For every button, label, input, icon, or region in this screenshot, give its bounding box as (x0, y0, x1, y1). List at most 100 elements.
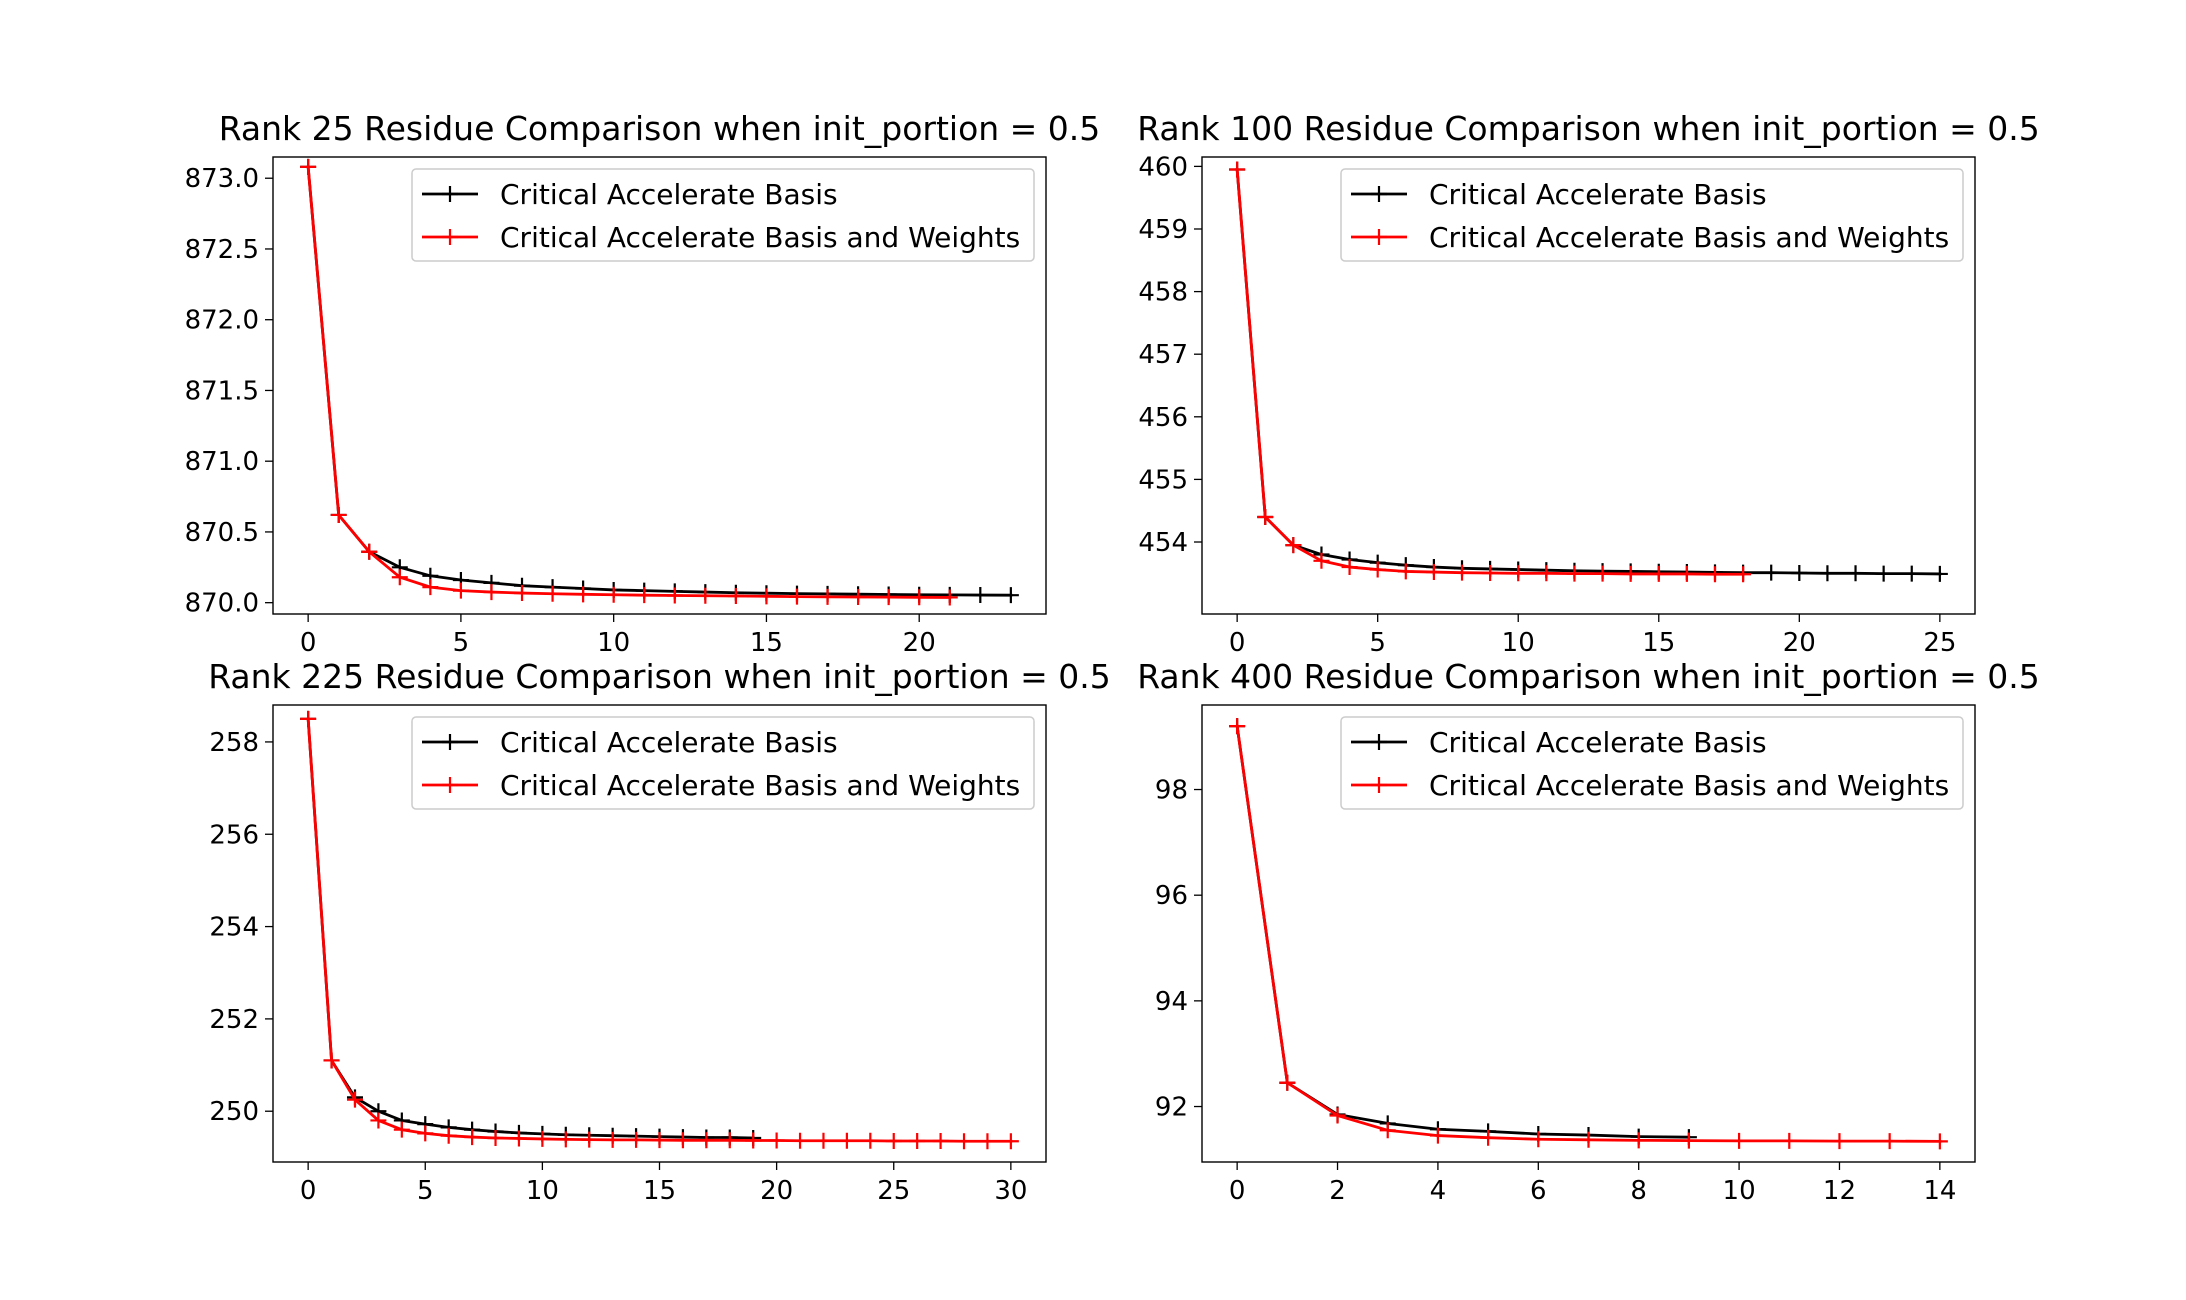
x-tick-label: 20 (760, 1176, 793, 1206)
series-basis-and-weights (300, 158, 958, 606)
data-point-marker (452, 582, 469, 599)
y-tick-label: 456 (1138, 403, 1188, 433)
data-point-marker (1680, 1132, 1697, 1149)
x-tick-label: 10 (1502, 628, 1535, 658)
series-basis-and-weights (1229, 718, 1948, 1150)
data-point-marker (651, 1132, 668, 1149)
y-tick-label: 871.5 (185, 376, 259, 406)
x-tick-label: 0 (1229, 1176, 1246, 1206)
data-point-marker (1847, 565, 1864, 582)
data-point-marker (636, 587, 653, 604)
x-tick-label: 4 (1430, 1176, 1447, 1206)
data-point-marker (727, 588, 744, 605)
x-tick-label: 15 (643, 1176, 676, 1206)
data-point-marker (483, 584, 500, 601)
data-point-marker (697, 587, 714, 604)
chart-panel-2: Rank 100 Residue Comparison when init_po… (1137, 109, 2040, 658)
legend: Critical Accelerate Basis Critical Accele… (411, 168, 1035, 262)
data-point-marker (1881, 1133, 1898, 1150)
data-point-marker (1630, 1132, 1647, 1149)
data-point-marker (745, 1132, 762, 1149)
y-tick-label: 457 (1138, 340, 1188, 370)
data-point-marker (417, 1125, 434, 1142)
data-point-marker (1480, 1129, 1497, 1146)
data-point-marker (1379, 1122, 1396, 1139)
data-point-marker (792, 1132, 809, 1149)
data-point-marker (330, 506, 347, 523)
data-point-marker (1329, 1107, 1346, 1124)
x-tick-label: 10 (526, 1176, 559, 1206)
data-point-marker (1622, 565, 1639, 582)
y-tick-label: 254 (209, 913, 259, 943)
y-tick-label: 96 (1155, 881, 1188, 911)
data-point-marker (1791, 564, 1808, 581)
chart-panel-4: Rank 400 Residue Comparison when init_po… (1137, 657, 2040, 1206)
data-point-marker (698, 1132, 715, 1149)
legend: Critical Accelerate Basis Critical Accele… (411, 716, 1035, 810)
data-point-marker (1763, 564, 1780, 581)
chart-panel-3: Rank 225 Residue Comparison when init_po… (208, 657, 1111, 1206)
axes-frame (1201, 156, 1976, 615)
data-point-marker (1229, 718, 1246, 735)
data-point-marker (1831, 1133, 1848, 1150)
data-point-marker (1650, 565, 1667, 582)
data-point-marker (1257, 508, 1274, 525)
data-point-marker (1819, 565, 1836, 582)
data-point-marker (1931, 1133, 1948, 1150)
x-tick-label: 30 (994, 1176, 1027, 1206)
data-point-marker (575, 586, 592, 603)
y-tick-label: 870.5 (185, 518, 259, 548)
series-line (306, 165, 952, 599)
legend-marker (1371, 229, 1387, 245)
data-point-marker (885, 1133, 902, 1149)
y-tick-label: 98 (1155, 776, 1188, 806)
data-point-marker (510, 1130, 527, 1147)
data-point-marker (1875, 565, 1892, 582)
data-point-marker (862, 1132, 879, 1149)
data-point-marker (1903, 565, 1920, 582)
y-tick-label: 870.0 (185, 589, 259, 619)
x-tick-label: 15 (750, 628, 783, 658)
x-tick-label: 10 (597, 628, 630, 658)
data-point-marker (1731, 1132, 1748, 1149)
data-point-marker (1279, 1074, 1296, 1091)
axes-frame (1201, 704, 1976, 1163)
data-point-marker (674, 1132, 691, 1149)
legend-box (1340, 168, 1964, 262)
legend-box (1340, 716, 1964, 810)
y-tick-label: 94 (1155, 987, 1188, 1017)
data-point-marker (604, 1131, 621, 1148)
data-point-marker (1580, 1131, 1597, 1148)
legend: Critical Accelerate Basis Critical Accele… (1340, 168, 1964, 262)
y-tick-label: 258 (209, 728, 259, 758)
y-tick-label: 455 (1138, 465, 1188, 495)
chart-title: Rank 225 Residue Comparison when init_po… (208, 657, 1111, 696)
data-point-marker (323, 1052, 340, 1069)
data-point-marker (464, 1129, 481, 1146)
y-tick-label: 873.0 (185, 164, 259, 194)
legend-marker (442, 734, 458, 750)
data-point-marker (487, 1130, 504, 1146)
data-point-marker (880, 589, 897, 606)
data-point-marker (819, 588, 836, 605)
data-point-marker (1482, 564, 1499, 581)
data-point-marker (768, 1132, 785, 1149)
series-basis-and-weights (300, 710, 1019, 1150)
x-tick-label: 20 (1783, 628, 1816, 658)
x-tick-label: 12 (1823, 1176, 1856, 1206)
y-tick-label: 872.0 (185, 306, 259, 336)
data-point-marker (1285, 537, 1302, 554)
data-point-marker (1454, 564, 1471, 581)
legend-marker (442, 186, 458, 202)
data-point-marker (346, 1091, 363, 1108)
y-tick-label: 460 (1138, 152, 1188, 182)
data-point-marker (300, 710, 317, 727)
legend-label: Critical Accelerate Basis and Weights (1429, 221, 1949, 254)
data-point-marker (1530, 1131, 1547, 1148)
x-tick-label: 5 (417, 1176, 434, 1206)
x-tick-label: 5 (1369, 628, 1386, 658)
y-tick-label: 871.0 (185, 447, 259, 477)
y-tick-label: 454 (1138, 528, 1188, 558)
series-basis-and-weights (1229, 161, 1752, 583)
